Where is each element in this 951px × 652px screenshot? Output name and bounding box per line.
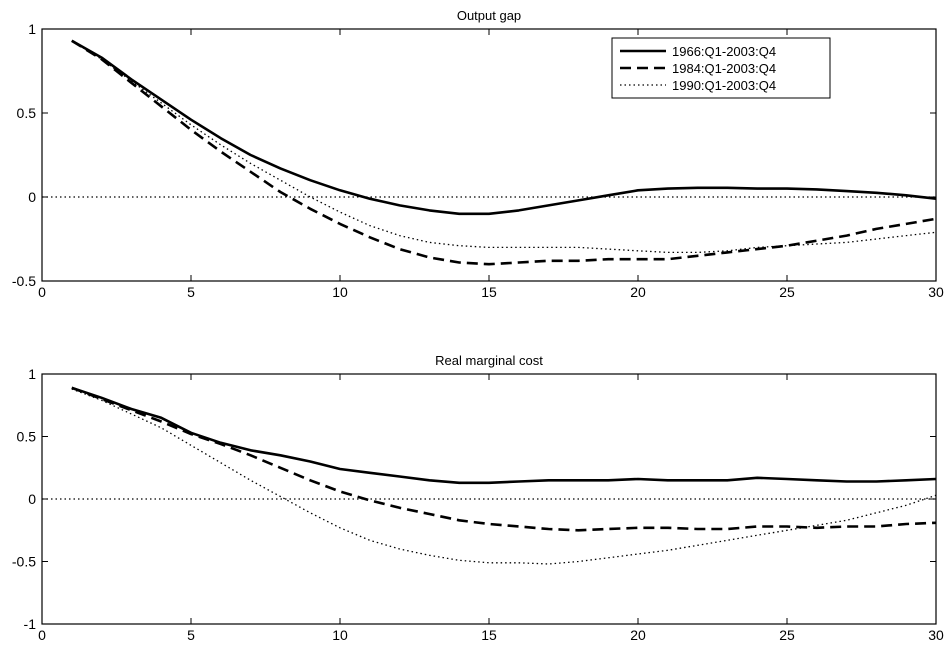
y-tick-label: 0 — [28, 189, 36, 205]
y-tick-label: 1 — [28, 366, 36, 382]
x-tick-label: 20 — [630, 627, 646, 643]
series-line-1 — [71, 39, 937, 216]
x-tick-label: 30 — [928, 627, 944, 643]
series-line-2 — [71, 386, 937, 532]
x-tick-label: 0 — [38, 284, 46, 300]
legend-label-1: 1966:Q1-2003:Q4 — [672, 44, 776, 59]
y-tick-label: -0.5 — [12, 273, 36, 289]
x-tick-label: 10 — [332, 284, 348, 300]
y-tick-label: -1 — [24, 616, 37, 632]
legend-box — [611, 37, 831, 99]
x-tick-label: 30 — [928, 284, 944, 300]
x-tick-label: 10 — [332, 627, 348, 643]
y-tick-label: 0.5 — [17, 429, 37, 445]
y-tick-label: 1 — [28, 21, 36, 37]
series-line-3 — [71, 388, 937, 565]
legend-label-3: 1990:Q1-2003:Q4 — [672, 78, 776, 93]
x-tick-label: 5 — [187, 627, 195, 643]
x-tick-label: 25 — [779, 284, 795, 300]
series-line-1 — [71, 386, 937, 485]
legend: 1966:Q1-2003:Q4 1984:Q1-2003:Q4 1990:Q1-20… — [611, 37, 831, 99]
chart-panel-2: Real marginal cost 0 5 10 15 20 25 30 -1 -0.5 0 0.5… — [12, 353, 944, 643]
x-tick-label: 5 — [187, 284, 195, 300]
legend-label-2: 1984:Q1-2003:Q4 — [672, 61, 776, 76]
x-tick-label: 15 — [481, 627, 497, 643]
chart-title: Output gap — [457, 8, 521, 23]
y-tick-label: 0 — [28, 491, 36, 507]
x-tick-label: 20 — [630, 284, 646, 300]
series-line-3 — [71, 40, 937, 254]
x-tick-label: 15 — [481, 284, 497, 300]
y-tick-label: -0.5 — [12, 554, 36, 570]
series-line-2 — [71, 39, 937, 266]
chart-title: Real marginal cost — [435, 353, 543, 368]
x-tick-label: 0 — [38, 627, 46, 643]
y-tick-label: 0.5 — [17, 105, 37, 121]
x-tick-label: 25 — [779, 627, 795, 643]
